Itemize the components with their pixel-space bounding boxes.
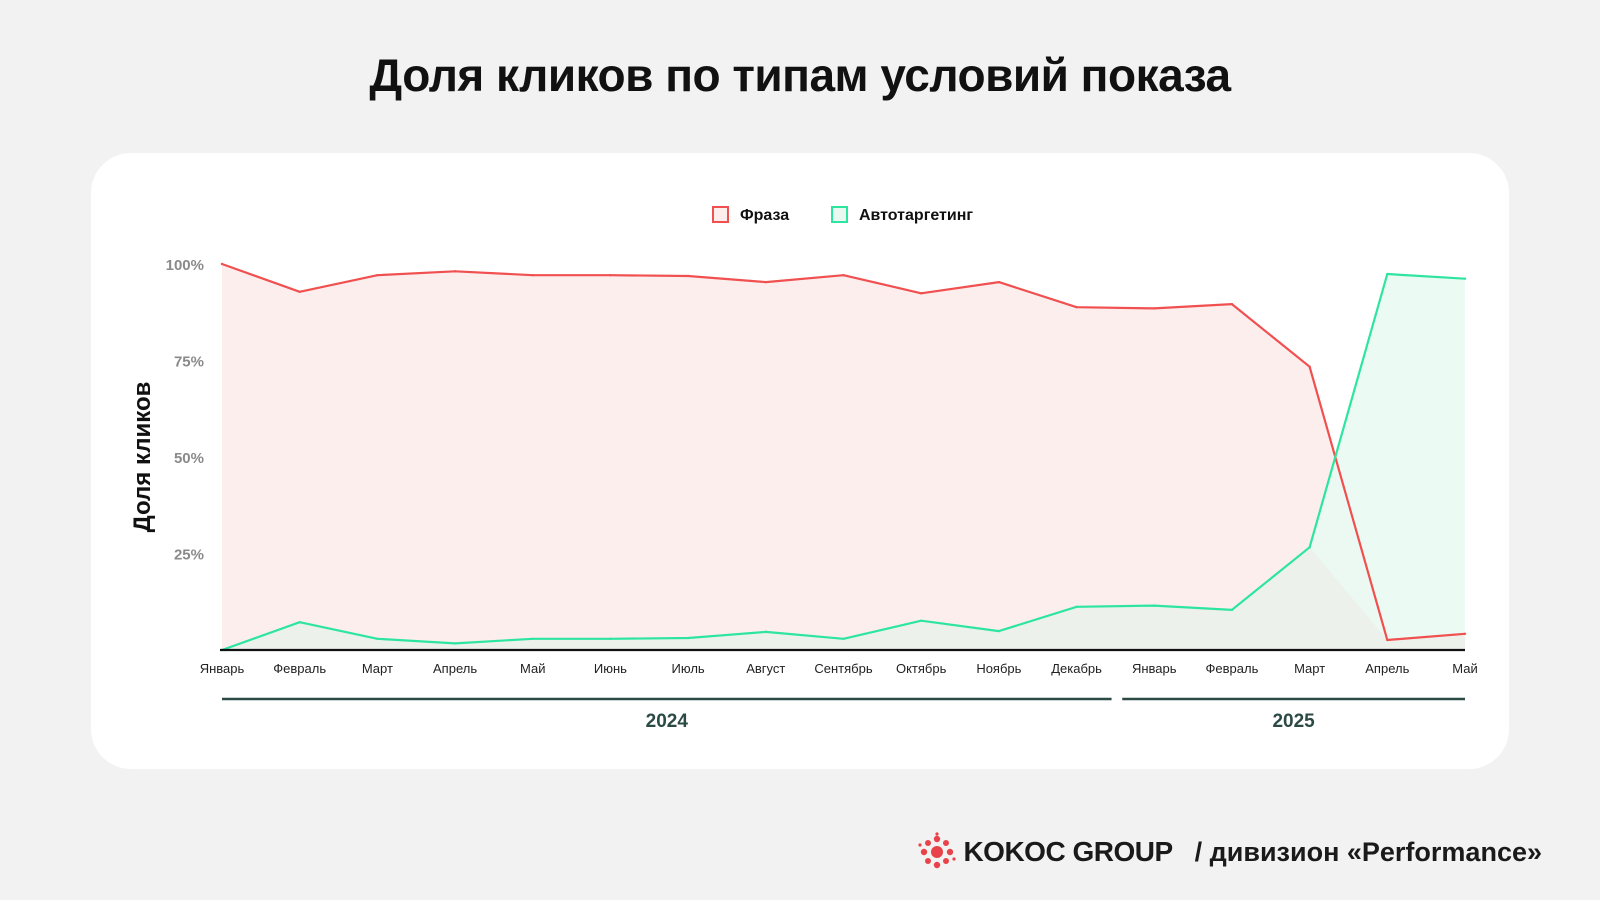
x-tick-label: Октябрь xyxy=(896,661,947,676)
autotarget-point xyxy=(376,637,379,641)
phrase-point xyxy=(919,292,923,295)
autotarget-point xyxy=(1153,604,1156,607)
y-tick-label: 100% xyxy=(166,257,204,274)
phrase-point xyxy=(997,280,1001,284)
footer: KOKOC GROUP / дивизион «Performance» xyxy=(917,832,1542,872)
page-title: Доля кликов по типам условий показа xyxy=(369,49,1231,101)
x-tick-label: Сентябрь xyxy=(814,661,872,676)
phrase-point xyxy=(1386,638,1389,642)
x-tick-label: Май xyxy=(520,661,545,676)
autotarget-point xyxy=(919,619,923,622)
y-axis-title: Доля кликов xyxy=(129,382,156,533)
legend-swatch-autotarget xyxy=(831,206,848,223)
autotarget-point xyxy=(1386,272,1389,276)
x-tick-label: Июль xyxy=(672,661,705,676)
phrase-point xyxy=(1075,306,1078,309)
year-label: 2025 xyxy=(1272,711,1315,732)
phrase-point xyxy=(1230,302,1234,306)
legend-label-autotarget: Автотаргетинг xyxy=(859,207,973,224)
x-tick-label: Август xyxy=(746,661,785,676)
x-tick-label: Декабрь xyxy=(1051,661,1102,676)
autotarget-point xyxy=(1308,546,1311,549)
autotarget-point xyxy=(453,642,457,645)
phrase-point xyxy=(220,262,224,266)
phrase-point xyxy=(1153,307,1156,310)
x-tick-label: Май xyxy=(1452,661,1477,676)
legend-swatch-phrase xyxy=(712,206,729,223)
x-tick-label: Февраль xyxy=(1206,661,1259,676)
autotarget-point xyxy=(764,630,768,634)
autotarget-point xyxy=(1463,277,1467,280)
autotarget-point xyxy=(1230,608,1234,612)
autotarget-point xyxy=(298,621,301,624)
kokoc-logo-icon xyxy=(917,832,957,872)
legend-label-phrase: Фраза xyxy=(740,207,789,224)
phrase-point xyxy=(609,273,612,277)
chart-card: 25% 50% 75% 100% Доля кликов Январь Февраль Мар… xyxy=(91,153,1509,769)
x-tick-label: Январь xyxy=(200,661,245,676)
phrase-point xyxy=(531,273,534,277)
autotarget-point xyxy=(842,637,845,641)
phrase-area-fill xyxy=(222,264,1465,650)
autotarget-point xyxy=(1075,605,1078,608)
division-label: / дивизион «Performance» xyxy=(1194,836,1542,867)
x-tick-label: Июнь xyxy=(594,661,627,676)
phrase-point xyxy=(376,273,379,277)
phrase-point xyxy=(1463,632,1467,635)
area-chart: 25% 50% 75% 100% Доля кликов Январь Февраль Мар… xyxy=(129,206,1478,732)
phrase-point xyxy=(842,273,845,277)
autotarget-point xyxy=(609,637,612,641)
phrase-point xyxy=(1308,365,1311,368)
x-tick-label: Ноябрь xyxy=(976,661,1021,676)
x-tick-label: Февраль xyxy=(273,661,326,676)
autotarget-point xyxy=(531,637,534,641)
autotarget-point xyxy=(686,636,690,640)
overlap-area-fill xyxy=(222,547,1465,650)
phrase-point xyxy=(686,274,690,278)
x-tick-label: Январь xyxy=(1132,661,1177,676)
y-tick-label: 25% xyxy=(174,547,204,564)
x-tick-label: Март xyxy=(362,661,393,676)
phrase-point xyxy=(764,280,768,284)
x-tick-label: Март xyxy=(1294,661,1325,676)
y-tick-label: 50% xyxy=(174,450,204,467)
autotarget-point xyxy=(997,629,1001,633)
x-tick-label: Апрель xyxy=(1365,661,1409,676)
brand-name: KOKOC GROUP xyxy=(963,836,1173,867)
x-tick-label: Апрель xyxy=(433,661,477,676)
y-tick-label: 75% xyxy=(174,354,204,371)
phrase-point xyxy=(453,270,457,273)
phrase-point xyxy=(298,290,301,293)
year-label: 2024 xyxy=(646,711,689,732)
